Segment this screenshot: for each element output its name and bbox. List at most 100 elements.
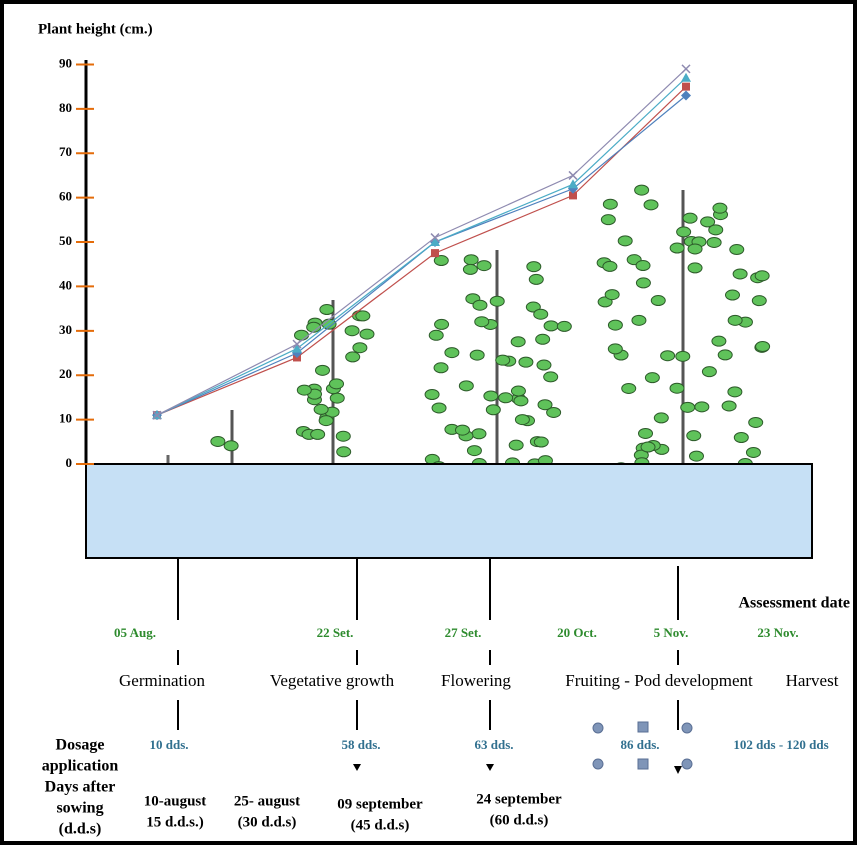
leaf: [701, 366, 717, 378]
leaf: [617, 235, 633, 247]
stage: Germination: [119, 671, 205, 690]
y-tick-label: 80: [59, 100, 72, 115]
stage: Harvest: [786, 671, 839, 690]
marker: [568, 179, 578, 189]
leaf: [653, 412, 669, 424]
marker: [292, 343, 302, 353]
leaf: [708, 224, 724, 236]
leaf: [536, 359, 552, 371]
leaf: [543, 371, 559, 383]
leaf: [319, 304, 335, 316]
leaf: [345, 351, 361, 363]
leaf: [631, 314, 647, 326]
leaf: [688, 450, 704, 462]
leaf: [296, 384, 312, 396]
leaf: [433, 255, 449, 267]
leaf: [706, 236, 722, 248]
leaf: [643, 199, 659, 211]
dosage-label: sowing: [56, 800, 103, 817]
leaf: [634, 184, 650, 196]
leaf: [471, 428, 487, 440]
leaf: [724, 289, 740, 301]
leaf: [717, 349, 733, 361]
arrows: [353, 764, 682, 774]
leaf: [676, 226, 692, 238]
leaf: [727, 314, 743, 326]
leaf: [462, 263, 478, 275]
leaf: [543, 320, 559, 332]
dosage-dds: 10 dds.: [149, 737, 188, 752]
leaf: [318, 415, 334, 427]
leaf: [644, 372, 660, 384]
leaf: [682, 212, 698, 224]
leaf: [510, 336, 526, 348]
dose-markers: [592, 721, 693, 770]
marker: [682, 82, 690, 91]
leaf: [650, 295, 666, 307]
leaf: [751, 295, 767, 307]
y-tick-label: 0: [66, 455, 73, 470]
leaf: [526, 261, 542, 273]
leaf: [510, 385, 526, 397]
leaf: [424, 388, 440, 400]
marker: [430, 237, 440, 247]
leaf: [431, 402, 447, 414]
marker: [430, 233, 440, 243]
leaf: [489, 295, 505, 307]
dosage-label: (d.d.s): [59, 821, 102, 838]
leaf: [466, 445, 482, 457]
y-axis-label: Plant height (cm.): [38, 21, 153, 37]
leaf: [680, 401, 696, 413]
leaf: [352, 342, 368, 354]
marker: [152, 410, 162, 420]
leaf: [700, 216, 716, 228]
sowing-date: 10-august: [144, 793, 207, 809]
leaf: [729, 244, 745, 256]
leaf: [675, 350, 691, 362]
sowing-date: (60 d.d.s): [490, 812, 549, 828]
timeline-lines: [177, 558, 679, 730]
stage: Fruiting - Pod development: [565, 671, 753, 690]
leaf: [518, 356, 534, 368]
leaf: [660, 350, 676, 362]
sowing-date: 25- august: [234, 793, 300, 809]
y-tick-label: 90: [59, 55, 72, 70]
leaf: [607, 343, 623, 355]
stage: Vegetative growth: [270, 671, 395, 690]
sowing-date: 15 d.d.s.): [146, 814, 204, 830]
dosage-dds: 63 dds.: [474, 737, 513, 752]
leaf: [733, 432, 749, 444]
leaf: [533, 308, 549, 320]
leaf: [635, 260, 651, 272]
leaf: [463, 254, 479, 266]
assessment-date: 5 Nov.: [654, 625, 689, 640]
y-tick-label: 70: [59, 144, 72, 159]
leaf: [602, 198, 618, 210]
leaf: [476, 260, 492, 272]
leaf: [433, 362, 449, 374]
leaf: [498, 392, 514, 404]
leaf: [687, 262, 703, 274]
leaf: [306, 321, 322, 333]
dosage-label: application: [42, 758, 119, 775]
leaf: [444, 347, 460, 359]
leaf: [474, 316, 490, 328]
leaf: [315, 364, 331, 376]
leaf: [329, 378, 345, 390]
leaf: [294, 329, 310, 341]
leaf: [329, 392, 345, 404]
leaf: [355, 310, 371, 322]
sowing-date: 24 september: [476, 791, 562, 807]
leaf: [748, 416, 764, 428]
leaf: [755, 340, 771, 352]
leaf: [359, 328, 375, 340]
leaf: [638, 427, 654, 439]
leaf: [600, 214, 616, 226]
leaf: [556, 320, 572, 332]
leaf: [528, 273, 544, 285]
assessment-date: 27 Set.: [445, 625, 482, 640]
y-tick-label: 50: [59, 233, 72, 248]
leaf: [469, 349, 485, 361]
leaf: [711, 335, 727, 347]
